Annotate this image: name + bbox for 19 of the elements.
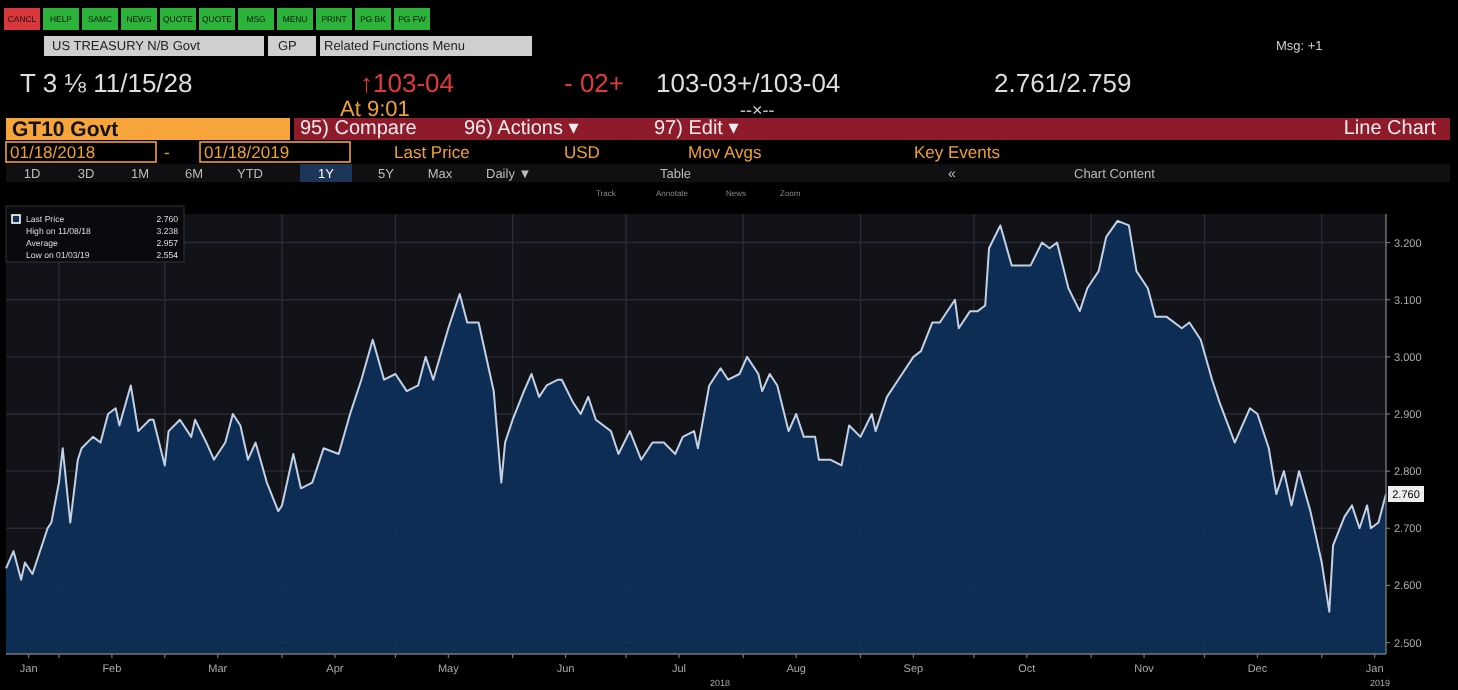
text: 96) Actions ▾ — [464, 118, 579, 140]
text: At 9:01 — [340, 98, 410, 122]
text: 103-03+/103-04 — [656, 68, 841, 98]
text: 01/18/2018 — [10, 142, 96, 162]
text: Last Price — [394, 142, 471, 162]
text: - 02+ — [564, 68, 624, 98]
text: ↑103-04 — [360, 68, 454, 98]
text: --×-- — [740, 100, 775, 120]
text: 95) Compare — [300, 118, 418, 140]
text: Mov Avgs — [688, 142, 762, 162]
text: T 3 ⅛ 11/15/28 — [20, 68, 193, 98]
text: 2.761/2.759 — [994, 68, 1132, 98]
text: 97) Edit ▾ — [654, 118, 739, 140]
text: - — [164, 142, 170, 162]
text: Line Chart — [1343, 118, 1437, 140]
text: USD — [564, 142, 600, 162]
text: 01/18/2019 — [204, 142, 290, 162]
text: Key Events — [914, 142, 1000, 162]
chart-title: GT10 Govt — [12, 118, 120, 142]
